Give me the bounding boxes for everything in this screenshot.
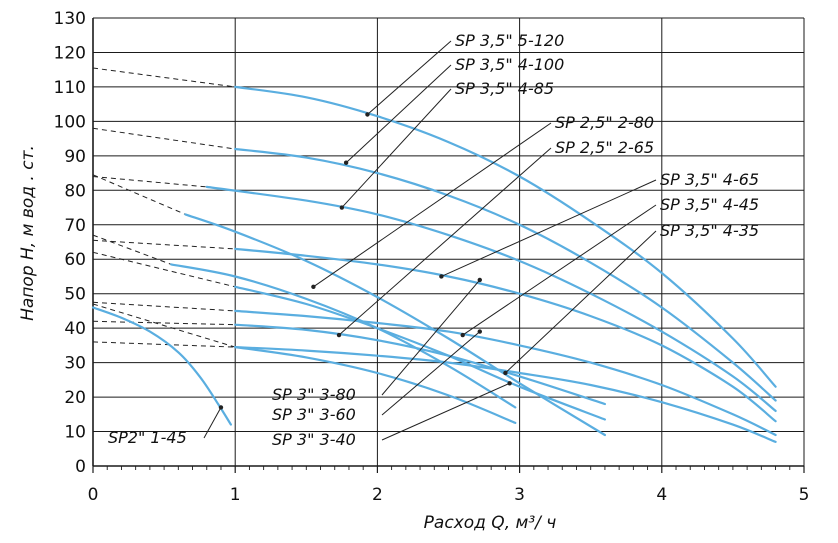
series-1-leader — [367, 40, 452, 115]
series-4-extrapolation — [92, 174, 186, 215]
series-1-extrapolation — [92, 67, 236, 88]
y-tick-label-10: 10 — [64, 423, 86, 443]
series-7-leader-dot — [460, 332, 465, 338]
x-tick-label-2: 2 — [372, 485, 383, 505]
series-3-extrapolation — [92, 176, 207, 188]
series-4-leader — [313, 122, 552, 288]
series-8-leader-dot — [503, 370, 508, 376]
y-tick-label-120: 120 — [54, 43, 86, 63]
series-8-leader — [505, 230, 657, 374]
x-tick-label-3: 3 — [514, 485, 525, 505]
series-2-curve — [234, 147, 777, 402]
y-tick-label-0: 0 — [75, 457, 86, 477]
series-9-extrapolation — [92, 251, 236, 288]
y-tick-label-50: 50 — [64, 285, 86, 305]
extrapolation-lines — [92, 67, 236, 348]
y-tick-label-20: 20 — [64, 388, 86, 408]
y-tick-label-90: 90 — [64, 147, 86, 167]
label-leaders — [203, 40, 657, 441]
series-5-label: SP 2,5" 2-65 — [555, 138, 654, 157]
grid-lines — [92, 17, 805, 473]
x-tick-label-4: 4 — [656, 485, 667, 505]
series-3-leader-dot — [339, 205, 345, 210]
series-6-label: SP 3,5" 4-65 — [660, 170, 759, 189]
x-axis-title: Расход Q, м³/ ч — [424, 513, 557, 533]
series-9-curve — [234, 285, 606, 421]
y-tick-label-70: 70 — [64, 216, 86, 236]
y-tick-label-110: 110 — [54, 78, 86, 98]
series-11-leader-dot — [507, 381, 512, 386]
series-1-leader-dot — [365, 112, 370, 117]
series-1-curve — [234, 85, 777, 388]
series-9-leader-dot — [477, 277, 482, 283]
series-12-leader-dot — [218, 405, 224, 410]
series-6-extrapolation — [92, 239, 236, 250]
series-7-extrapolation — [92, 301, 236, 312]
series-5-curve — [170, 263, 517, 409]
y-axis-title: Напор Н, м вод . ст. — [18, 145, 38, 321]
tick-labels: 0 10 20 30 40 50 60 70 80 90 100 110 120 130 0 1 2 3 4 5 — [54, 9, 810, 505]
series-9-leader — [381, 279, 481, 396]
series-5-leader — [338, 147, 552, 336]
series-5-leader-dot — [336, 332, 342, 338]
y-tick-label-100: 100 — [54, 112, 86, 132]
series-8-curve — [234, 346, 777, 443]
series-10-label: SP 3" 3-60 — [272, 405, 356, 424]
series-8-label: SP 3,5" 4-35 — [660, 221, 759, 240]
series-4-label: SP 2,5" 2-80 — [555, 113, 654, 132]
series-5-extrapolation — [92, 234, 172, 265]
series-2-leader — [345, 64, 452, 164]
series-10-curve — [234, 323, 606, 406]
series-3-label: SP 3,5" 4-85 — [455, 79, 554, 98]
series-2-label: SP 3,5" 4-100 — [455, 55, 564, 74]
series-11-extrapolation — [92, 303, 236, 348]
y-tick-label-130: 130 — [54, 9, 86, 29]
series-11-curve — [234, 346, 517, 424]
series-6-leader-dot — [439, 274, 444, 279]
series-9-label: SP 3" 3-80 — [272, 385, 356, 404]
series-8-extrapolation — [92, 341, 236, 348]
series-7-curve — [234, 309, 777, 437]
series-3-curve — [205, 185, 777, 412]
series-2-extrapolation — [92, 127, 236, 150]
x-tick-label-1: 1 — [230, 485, 241, 505]
series-11-label: SP 3" 3-40 — [272, 430, 356, 449]
y-tick-label-30: 30 — [64, 354, 86, 374]
series-12-curve — [91, 306, 232, 426]
series-10-extrapolation — [92, 320, 236, 326]
series-2-leader-dot — [343, 160, 349, 165]
pump-curves — [91, 85, 777, 443]
series-6-leader — [441, 179, 657, 277]
series-4-leader-dot — [311, 284, 316, 289]
x-tick-label-0: 0 — [88, 485, 99, 505]
x-tick-label-5: 5 — [799, 485, 810, 505]
series-1-label: SP 3,5" 5-120 — [455, 31, 564, 50]
series-12-label: SP2" 1-45 — [108, 428, 187, 447]
series-11-leader — [381, 382, 510, 441]
series-7-label: SP 3,5" 4-45 — [660, 195, 759, 214]
series-6-curve — [234, 247, 777, 423]
series-10-leader — [381, 331, 481, 416]
y-tick-label-40: 40 — [64, 319, 86, 339]
series-4-curve — [184, 213, 606, 437]
series-10-leader-dot — [477, 329, 482, 334]
series-7-leader — [462, 204, 657, 336]
series-12-leader — [203, 407, 222, 439]
y-tick-label-80: 80 — [64, 181, 86, 201]
y-tick-label-60: 60 — [64, 250, 86, 270]
series-3-leader — [341, 88, 452, 208]
